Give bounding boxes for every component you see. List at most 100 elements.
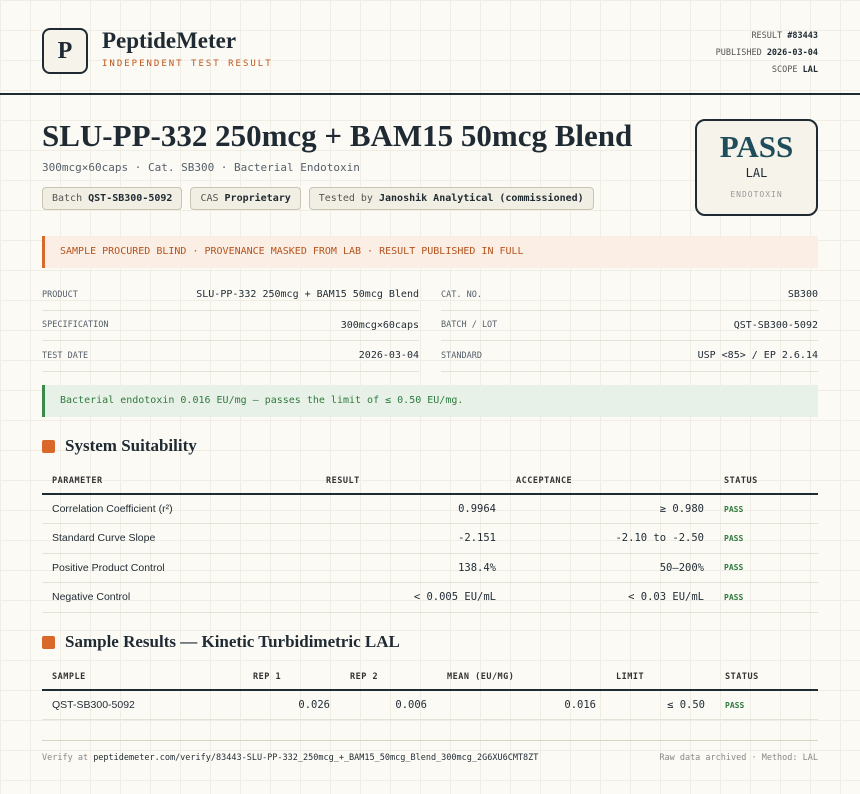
header-row: SAMPLE REP 1 REP 2 MEAN (EU/MG) LIMIT STATUS	[42, 664, 818, 691]
detail-value: SLU-PP-332 250mcg + BAM15 50mcg Blend	[196, 289, 419, 301]
detail-cell: PRODUCT SLU-PP-332 250mcg + BAM15 50mcg B…	[42, 280, 419, 311]
title: SLU-PP-332 250mcg + BAM15 50mcg Blend	[42, 118, 633, 153]
detail-row: SPECIFICATION 300mcg×60caps BATCH / LOT QST…	[42, 311, 818, 341]
table-row: Positive Product Control 138.4% 50–200% PAS…	[42, 553, 818, 583]
column-header: ACCEPTANCE	[506, 468, 714, 495]
tagline: INDEPENDENT TEST RESULT	[102, 59, 273, 69]
samples-table: SAMPLE REP 1 REP 2 MEAN (EU/MG) LIMIT STATUS Q…	[42, 664, 818, 720]
table-body: Correlation Coefficient (r²) 0.9964 ≥ 0.98…	[42, 494, 818, 613]
meta-row: SCOPE LAL	[716, 62, 818, 79]
column-header: RESULT	[316, 468, 506, 495]
section-heading: Sample Results — Kinetic Turbidimetric L…	[42, 632, 400, 652]
detail-cell: TEST DATE 2026-03-04	[42, 341, 419, 372]
meta-label: SCOPE	[771, 65, 798, 75]
column-header: REP 1	[243, 664, 340, 691]
chip-label: Batch	[52, 193, 83, 204]
cell: < 0.03 EU/mL	[506, 582, 714, 613]
status: PASS	[715, 690, 818, 720]
detail-label: TEST DATE	[42, 350, 89, 361]
detail-cell: BATCH / LOT QST-SB300-5092	[441, 311, 818, 341]
footer: Verify at peptidemeter.com/verify/83443-…	[42, 740, 818, 763]
detail-value: USP <85> / EP 2.6.14	[697, 350, 818, 362]
subtitle: 300mcg×60caps · Cat. SB300 · Bacterial E…	[42, 161, 360, 174]
verify: Verify at peptidemeter.com/verify/83443-…	[42, 753, 538, 763]
column-header: PARAMETER	[42, 468, 316, 495]
section-heading: System Suitability	[42, 436, 197, 456]
cell: ≤ 0.50	[606, 690, 715, 720]
verify-url[interactable]: peptidemeter.com/verify/83443-SLU-PP-332…	[93, 753, 539, 763]
detail-cell: STANDARD USP <85> / EP 2.6.14	[441, 341, 818, 372]
brand: PeptideMeter	[102, 28, 237, 53]
meta-row: PUBLISHED 2026-03-04	[716, 45, 818, 62]
meta-label: PUBLISHED	[715, 48, 762, 58]
summary: Bacterial endotoxin 0.016 EU/mg — passes…	[42, 385, 818, 417]
meta-value: LAL	[802, 65, 818, 75]
section-title: System Suitability	[65, 436, 197, 455]
meta-value: #83443	[787, 31, 818, 41]
detail-label: PRODUCT	[42, 289, 78, 300]
cell: 0.026	[243, 690, 340, 720]
cell: -2.151	[316, 523, 506, 554]
table-head: PARAMETER RESULT ACCEPTANCE STATUS	[42, 468, 818, 495]
meta: RESULT #83443 PUBLISHED 2026-03-04 SCOPE L…	[716, 28, 818, 79]
status: PASS	[714, 553, 818, 583]
detail-row: PRODUCT SLU-PP-332 250mcg + BAM15 50mcg B…	[42, 280, 818, 311]
chip: Batch QST-SB300-5092	[42, 187, 183, 210]
cell: < 0.005 EU/mL	[316, 582, 506, 613]
cell: 138.4%	[316, 553, 506, 583]
verdict: PASS LAL ENDOTOXIN	[695, 119, 818, 216]
chip-value: Janoshik Analytical (commissioned)	[378, 193, 584, 204]
table-row: Correlation Coefficient (r²) 0.9964 ≥ 0.98…	[42, 494, 818, 524]
detail-cell: CAT. NO. SB300	[441, 280, 818, 311]
verify-label: Verify at	[42, 753, 89, 763]
status: PASS	[714, 523, 818, 554]
detail-label: BATCH / LOT	[441, 320, 498, 331]
logo: P	[42, 28, 88, 74]
footer-note: Raw data archived · Method: LAL	[659, 753, 818, 763]
status: PASS	[714, 582, 818, 613]
detail-label: SPECIFICATION	[42, 320, 109, 331]
column-header: STATUS	[715, 664, 818, 691]
chip-label: CAS	[200, 193, 219, 204]
table-row: Standard Curve Slope -2.151 -2.10 to -2.50…	[42, 523, 818, 554]
cell: Negative Control	[42, 582, 316, 613]
cell: QST-SB300-5092	[42, 690, 243, 720]
column-header: MEAN (EU/MG)	[437, 664, 606, 691]
detail-label: CAT. NO.	[441, 289, 482, 300]
detail-cell: SPECIFICATION 300mcg×60caps	[42, 311, 419, 341]
detail-value: 2026-03-04	[358, 350, 419, 362]
chips: Batch QST-SB300-5092 CAS Proprietary Teste…	[42, 187, 594, 210]
column-header: REP 2	[340, 664, 437, 691]
cell: Positive Product Control	[42, 553, 316, 583]
cell: Standard Curve Slope	[42, 523, 316, 554]
cell: 0.9964	[316, 494, 506, 524]
chip-label: Tested by	[318, 193, 373, 204]
suitability-table: PARAMETER RESULT ACCEPTANCE STATUS Correlati…	[42, 468, 818, 613]
detail-value: 300mcg×60caps	[340, 319, 419, 331]
chip-value: Proprietary	[224, 193, 291, 204]
meta-value: 2026-03-04	[766, 48, 818, 58]
verdict-method: LAL	[745, 166, 768, 180]
divider	[0, 93, 860, 95]
detail-value: QST-SB300-5092	[733, 319, 818, 331]
cell: 0.006	[340, 690, 437, 720]
table-body: QST-SB300-5092 0.026 0.006 0.016 ≤ 0.50 PASS	[42, 690, 818, 720]
cell: Correlation Coefficient (r²)	[42, 494, 316, 524]
section-title: Sample Results — Kinetic Turbidimetric L…	[65, 632, 400, 651]
chip-value: QST-SB300-5092	[88, 193, 173, 204]
details: PRODUCT SLU-PP-332 250mcg + BAM15 50mcg B…	[42, 280, 818, 372]
cell: ≥ 0.980	[506, 494, 714, 524]
section-marker	[42, 439, 55, 453]
status: PASS	[714, 494, 818, 524]
cell: 50–200%	[506, 553, 714, 583]
chip: CAS Proprietary	[190, 187, 301, 210]
cell: 0.016	[437, 690, 606, 720]
cell: -2.10 to -2.50	[506, 523, 714, 554]
table-row: QST-SB300-5092 0.026 0.006 0.016 ≤ 0.50 PASS	[42, 690, 818, 720]
verdict-scope: ENDOTOXIN	[730, 190, 783, 199]
detail-row: TEST DATE 2026-03-04 STANDARD USP <85> / EP…	[42, 341, 818, 372]
section-marker	[42, 635, 55, 649]
column-header: LIMIT	[606, 664, 715, 691]
meta-row: RESULT #83443	[716, 28, 818, 45]
